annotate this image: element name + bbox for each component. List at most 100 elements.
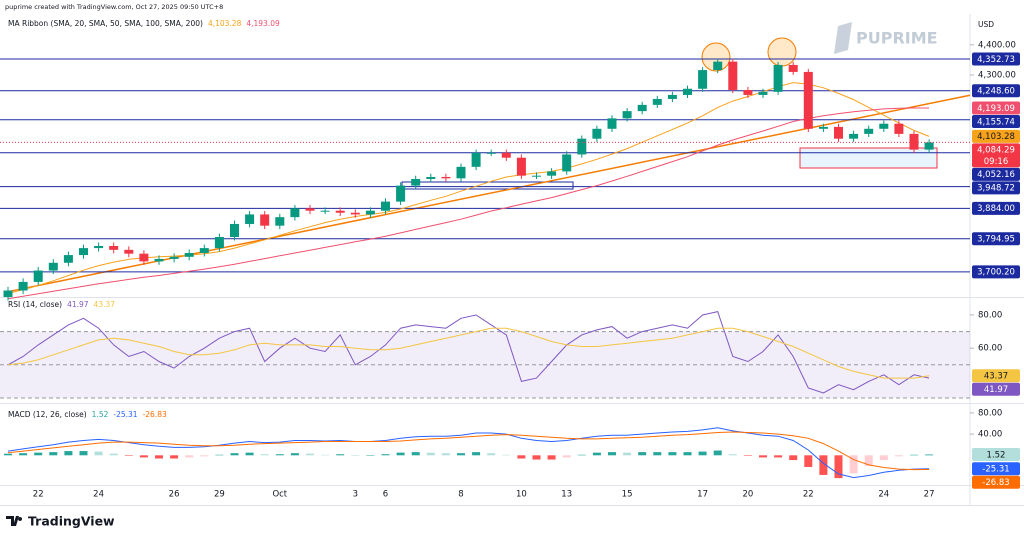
candle-body: [456, 166, 466, 179]
x-tick-label: 13: [561, 490, 572, 500]
histogram-bar: [743, 455, 752, 456]
histogram-bar: [910, 454, 918, 456]
brand-logo: [6, 516, 23, 526]
histogram-bar: [638, 452, 647, 456]
candle-body: [622, 111, 632, 119]
candle-body: [879, 123, 889, 129]
x-tick-label: 24: [93, 490, 104, 500]
candle-body: [290, 208, 300, 218]
watermark-icon: [834, 22, 852, 54]
x-tick-label: 22: [803, 490, 814, 500]
price-label-bg: [972, 232, 1020, 246]
moving-average: [7, 107, 930, 300]
histogram-bar: [441, 453, 450, 456]
histogram-bar: [411, 452, 420, 456]
brand-name: TradingView: [28, 514, 115, 529]
candle-body: [894, 123, 904, 134]
credit: puprime created with TradingView.com, Oc…: [5, 3, 223, 11]
histogram-bar: [698, 451, 707, 456]
histogram-bar: [849, 455, 858, 474]
histogram-bar: [819, 455, 828, 475]
histogram-bar: [683, 452, 692, 456]
candle-body: [577, 138, 587, 155]
candle-body: [305, 208, 315, 211]
candle-body: [426, 176, 436, 179]
candle-body: [33, 270, 43, 282]
candle-body: [728, 61, 738, 90]
price-label-bg: [972, 129, 1020, 143]
candle-body: [471, 152, 481, 167]
legend-value: 1.52: [92, 410, 109, 419]
price-label: 4,084.29: [977, 146, 1015, 156]
candle-body: [818, 126, 828, 129]
price-label: 1.52: [987, 450, 1006, 460]
price-label-bg: [972, 369, 1020, 383]
candle-body: [245, 214, 255, 224]
price-label-bg: [972, 101, 1020, 115]
candle-body: [834, 126, 843, 139]
histogram-bar: [170, 455, 179, 459]
candle-body: [230, 223, 239, 238]
candle-body: [109, 246, 119, 250]
candle-body: [547, 171, 557, 176]
histogram-bar: [653, 452, 662, 456]
histogram-bar: [472, 452, 481, 456]
peak-marker: [701, 42, 731, 72]
rsi-line: [7, 311, 930, 394]
candle-body: [486, 152, 496, 154]
watermark: PUPRIME: [834, 22, 938, 54]
brand: TradingView: [6, 514, 115, 529]
histogram-bar: [4, 453, 12, 456]
candle-body: [683, 88, 692, 95]
price-label-bg: [972, 114, 1020, 128]
candle-body: [79, 248, 88, 256]
histogram-bar: [94, 451, 103, 456]
price-label: 4,155.74: [977, 117, 1015, 127]
histogram-bar: [336, 454, 345, 456]
histogram-bar: [804, 455, 813, 467]
candle-body: [199, 248, 209, 253]
histogram-bar: [502, 454, 511, 456]
candle-body: [94, 246, 104, 249]
histogram-bar: [290, 453, 299, 456]
x-tick-label: 26: [169, 490, 180, 500]
candle-body: [864, 128, 874, 134]
price-label: 41.97: [984, 385, 1008, 395]
x-tick-label: 20: [742, 490, 753, 500]
price-label-bg: [972, 201, 1020, 215]
legend-value: 41.97: [67, 300, 89, 309]
x-tick-label: 17: [697, 490, 708, 500]
candle-body: [532, 175, 541, 177]
histogram-bar: [532, 455, 541, 460]
histogram-bar: [864, 455, 873, 466]
price-label: 43.37: [984, 372, 1008, 382]
x-tick-label: 27: [924, 490, 935, 500]
candle-body: [381, 201, 390, 211]
price-label: -25.31: [982, 465, 1009, 475]
candle-body: [335, 210, 345, 213]
candle-body: [743, 89, 753, 95]
candle-body: [516, 157, 526, 176]
x-tick-label: 8: [458, 490, 463, 500]
x-tick-label: 22: [33, 490, 44, 500]
candle-body: [652, 98, 662, 105]
histogram-bar: [185, 455, 194, 458]
candle-body: [924, 142, 934, 150]
legend-title: RSI (14, close): [8, 300, 62, 309]
y-tick-label: 80.00: [978, 310, 1002, 320]
x-tick-label: Oct: [272, 490, 287, 500]
candle-body: [154, 258, 164, 262]
price-label-bg: [972, 143, 1020, 168]
histogram-bar: [562, 455, 571, 458]
candle-body: [592, 128, 602, 139]
candle-body: [773, 64, 783, 92]
y-tick-label: 80.00: [978, 408, 1002, 418]
price-label-bg: [972, 382, 1020, 396]
candle-body: [139, 253, 149, 262]
price-label: 3,884.00: [977, 204, 1015, 214]
histogram-bar: [547, 455, 556, 460]
histogram-bar: [260, 454, 269, 456]
candle-body: [214, 237, 224, 249]
histogram-bar: [381, 454, 390, 456]
x-tick-label: 6: [383, 490, 388, 500]
